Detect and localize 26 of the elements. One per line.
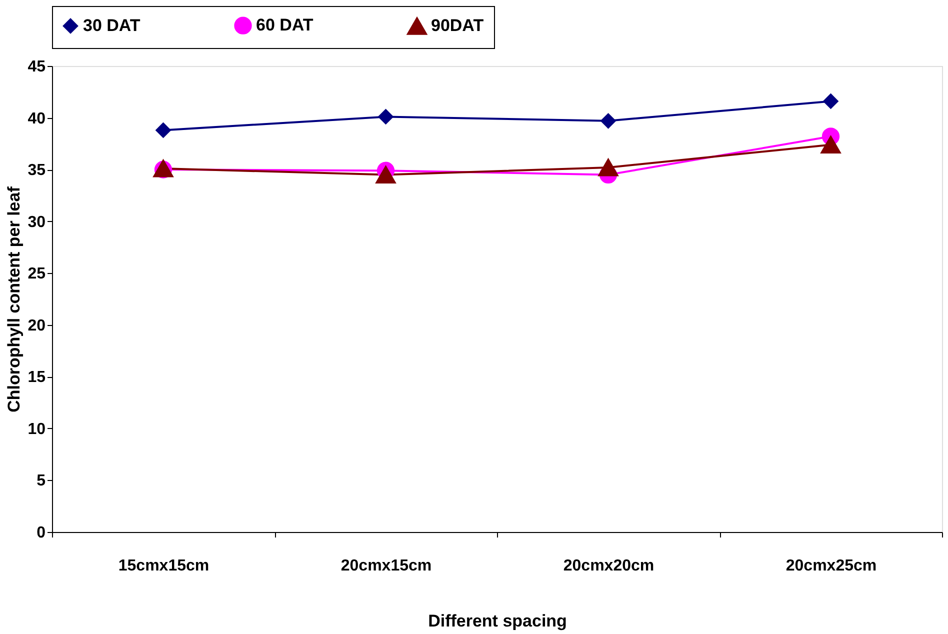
x-tick-label: 20cmx25cm [786,558,877,574]
point [598,158,618,176]
y-tick-label: 25 [28,266,46,283]
legend-label: 60 DAT [256,16,314,35]
point [600,113,616,128]
x-tick-label: 20cmx20cm [563,558,654,574]
x-tick-label: 20cmx15cm [340,558,432,574]
y-axis-title: Chlorophyll content per leaf [4,186,24,412]
y-tick-label: 35 [28,162,46,180]
y-tick-label: 30 [28,214,46,231]
y-tick-label: 15 [28,369,46,386]
point [378,109,394,124]
x-axis-title: Different spacing [428,612,567,630]
point [820,136,841,154]
point [376,166,396,184]
x-tick-label: 15cmx15cm [118,558,210,574]
point [156,122,171,138]
y-tick-label: 20 [28,317,46,334]
y-tick-label: 10 [28,420,46,438]
point [823,94,838,109]
y-tick-label: 0 [36,524,46,542]
legend-label: 90DAT [431,16,484,36]
legend-label: 30 DAT [83,16,141,35]
y-tick-label: 45 [28,58,46,76]
y-tick-label: 40 [28,110,46,128]
y-tick-label: 5 [36,472,46,490]
